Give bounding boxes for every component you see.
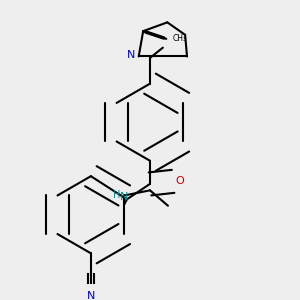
Text: N: N [120,192,128,202]
Text: N: N [87,291,95,300]
Text: H: H [113,190,120,200]
Text: O: O [175,176,184,186]
Text: CH₃: CH₃ [173,34,187,43]
Text: N: N [127,50,135,60]
